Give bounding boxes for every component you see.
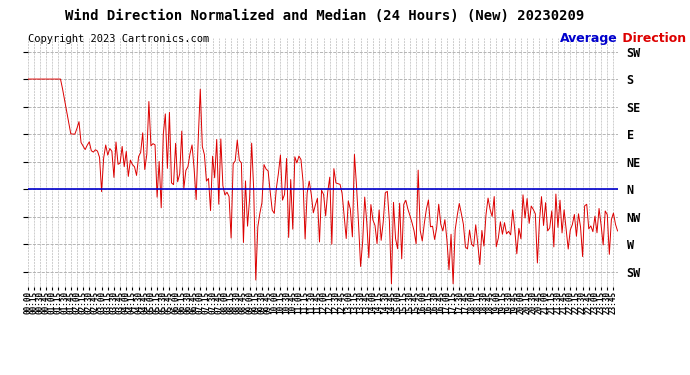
Text: Copyright 2023 Cartronics.com: Copyright 2023 Cartronics.com [28, 34, 209, 44]
Text: Wind Direction Normalized and Median (24 Hours) (New) 20230209: Wind Direction Normalized and Median (24… [65, 9, 584, 23]
Text: Direction: Direction [618, 32, 686, 45]
Text: Average: Average [560, 32, 618, 45]
